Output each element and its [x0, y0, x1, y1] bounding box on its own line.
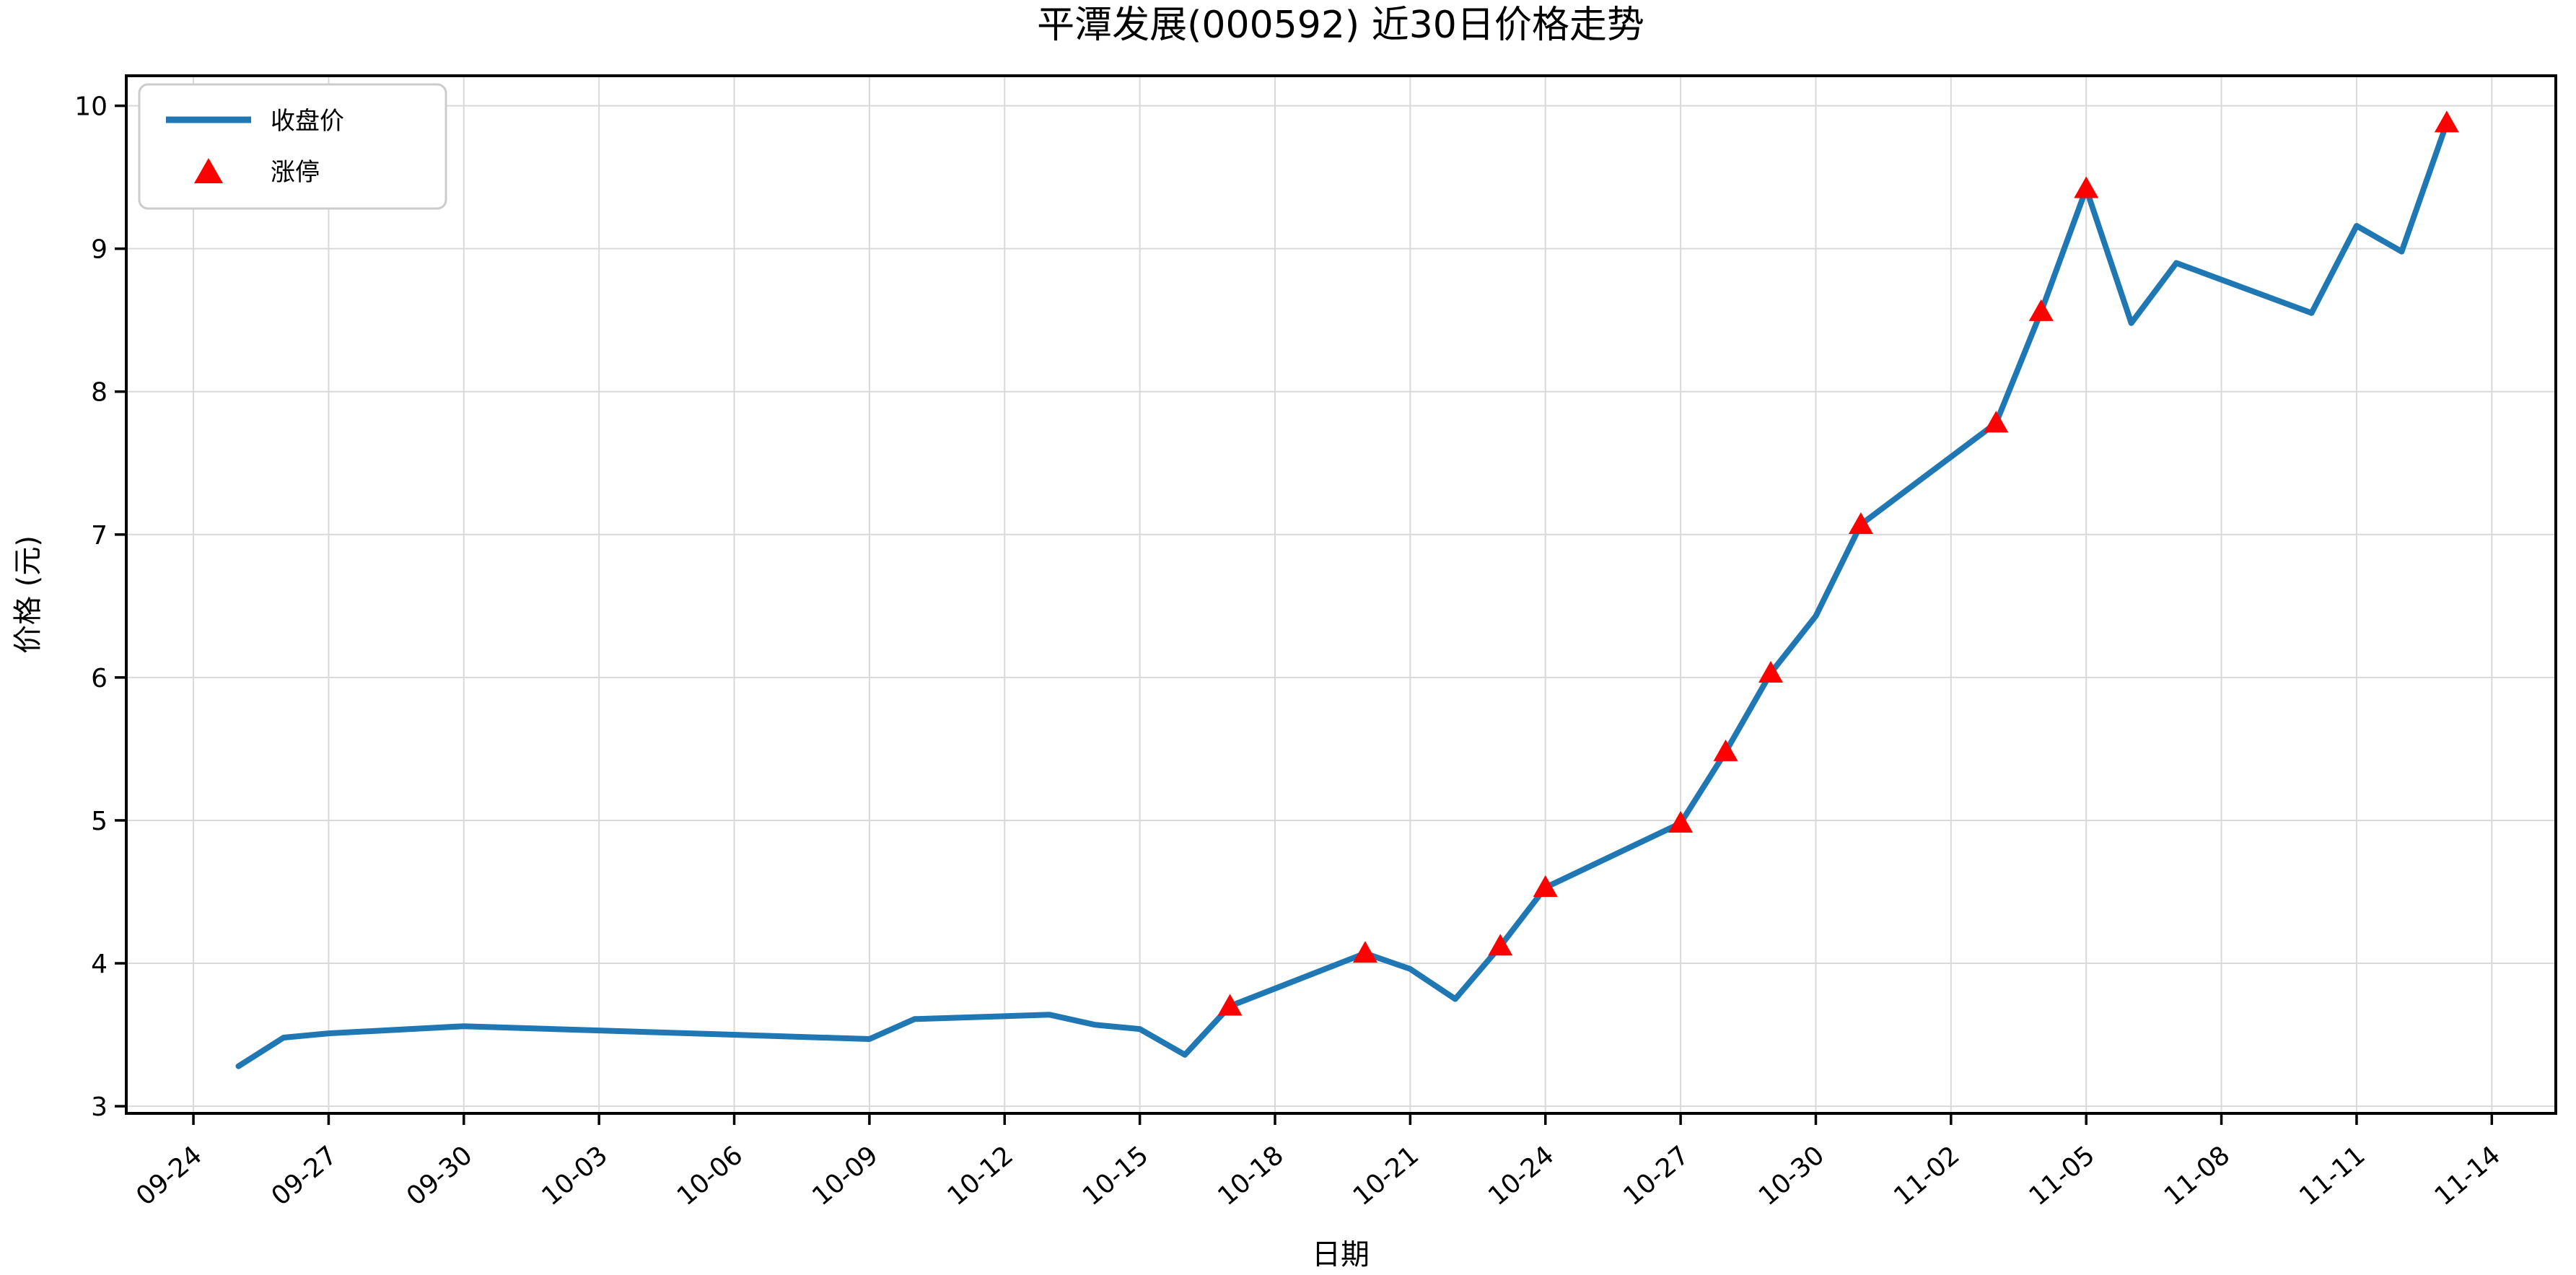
y-tick-label: 7: [91, 521, 108, 551]
grid-layer: [126, 76, 2556, 1113]
y-tick-label: 10: [74, 92, 108, 122]
limit-up-marker-icon: [1848, 512, 1873, 534]
data-layer: [235, 110, 2459, 1069]
limit-up-marker-icon: [1984, 411, 2009, 433]
legend: 收盘价 涨停: [138, 83, 447, 210]
limit-up-marker-icon: [1533, 875, 1558, 898]
y-axis-label: 价格 (元): [12, 535, 45, 654]
plot-border: [125, 74, 2557, 1115]
limit-up-marker-icon: [1668, 810, 1694, 833]
y-tick-label: 6: [91, 664, 108, 693]
limit-up-marker-icon: [1217, 994, 1243, 1016]
legend-box: [138, 83, 447, 210]
close-price-line: [235, 120, 2450, 1069]
limit-up-marker-icon: [2028, 299, 2054, 321]
chart-title: 平潭发展(000592) 近30日价格走势: [1037, 4, 1644, 47]
limit-up-marker-icon: [1713, 739, 1738, 761]
limit-up-marker-icon: [2074, 176, 2099, 198]
y-tick-label: 8: [91, 378, 108, 408]
legend-close-label: 收盘价: [271, 107, 344, 136]
limit-up-marker-icon: [1758, 660, 1784, 683]
y-tick-label: 4: [91, 950, 108, 979]
y-tick-label: 5: [91, 807, 108, 836]
y-tick-label: 3: [91, 1092, 108, 1122]
limit-up-marker-icon: [1488, 934, 1513, 956]
legend-limit-up-label: 涨停: [271, 158, 320, 187]
limit-up-marker-icon: [2434, 110, 2459, 133]
limit-up-marker-icon: [1352, 941, 1377, 963]
legend-limit-up-triangle-icon: [194, 158, 223, 183]
x-axis-label: 日期: [1312, 1238, 1370, 1271]
y-tick-label: 9: [91, 235, 108, 265]
